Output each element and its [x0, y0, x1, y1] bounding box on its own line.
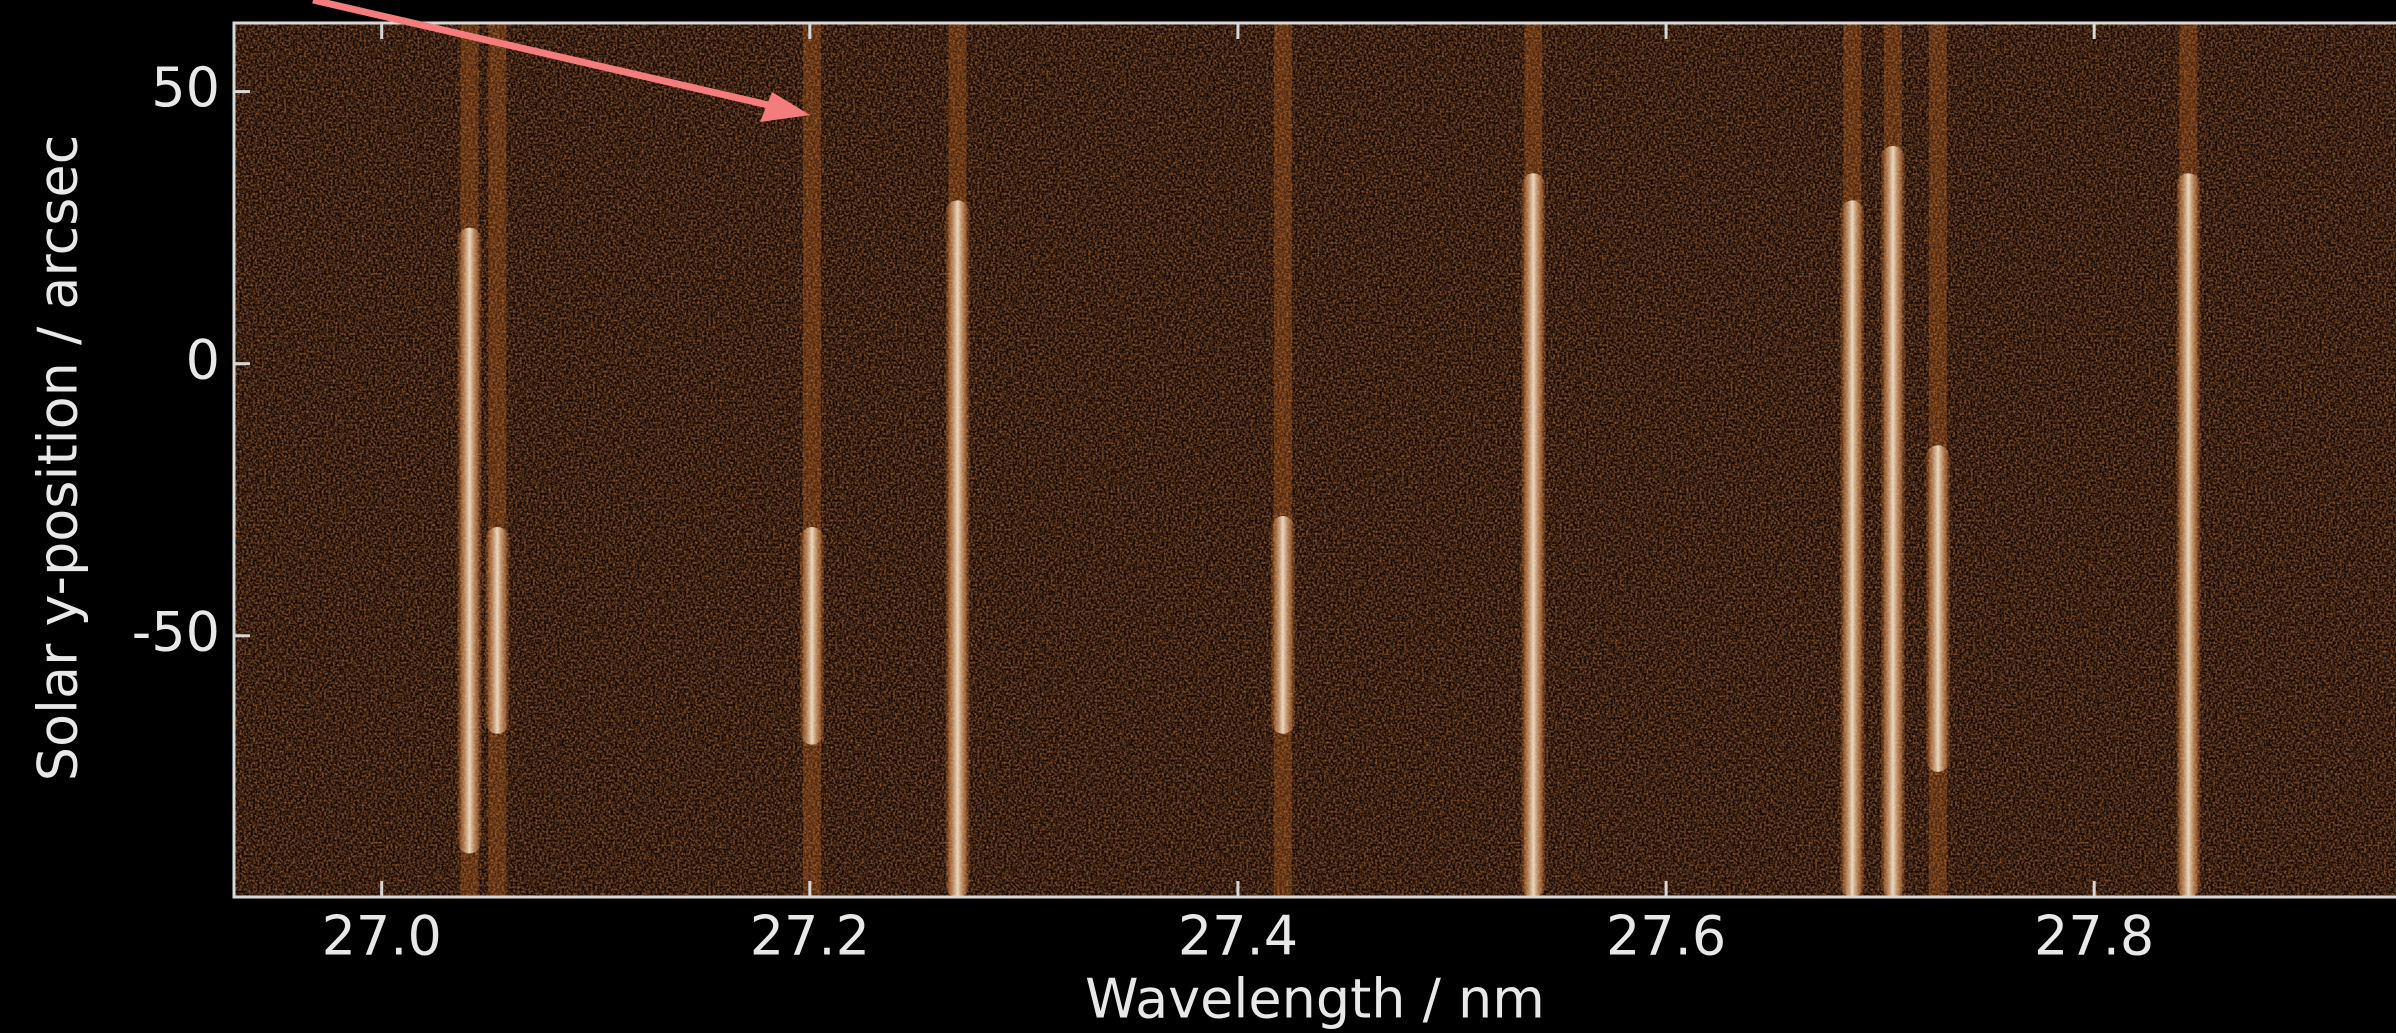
emission-core [1880, 145, 1905, 898]
x-tick-label: 27.8 [2034, 905, 2154, 968]
noise [234, 23, 2396, 897]
x-tick-label: 27.2 [750, 905, 870, 968]
y-axis-label: Solar y-position / arcsec [27, 135, 90, 782]
x-tick-label: 27.6 [1606, 905, 1726, 968]
emission-core [485, 526, 510, 734]
emission-core [799, 526, 824, 745]
y-tick-label: 50 [151, 56, 220, 119]
x-tick-label: 27.4 [1178, 905, 1298, 968]
y-tick-label: 0 [186, 328, 220, 391]
frame [232, 21, 2396, 899]
emission-core [945, 200, 970, 897]
emission-core [457, 227, 482, 854]
emission-core [2176, 173, 2201, 898]
emission-core [1270, 516, 1295, 734]
x-tick-label: 27.0 [322, 905, 442, 968]
emission-streak [488, 23, 507, 897]
annotation-arrow [312, 0, 791, 114]
emission-streak [1273, 23, 1292, 897]
emission-core [1840, 200, 1865, 897]
emission-streak [802, 23, 821, 897]
x-axis-label: Wavelength / nm [1085, 968, 1545, 1031]
y-tick-label: -50 [132, 600, 220, 663]
arrow-head [760, 92, 810, 122]
emission-core [1925, 445, 1950, 772]
emission-core [1521, 173, 1546, 898]
